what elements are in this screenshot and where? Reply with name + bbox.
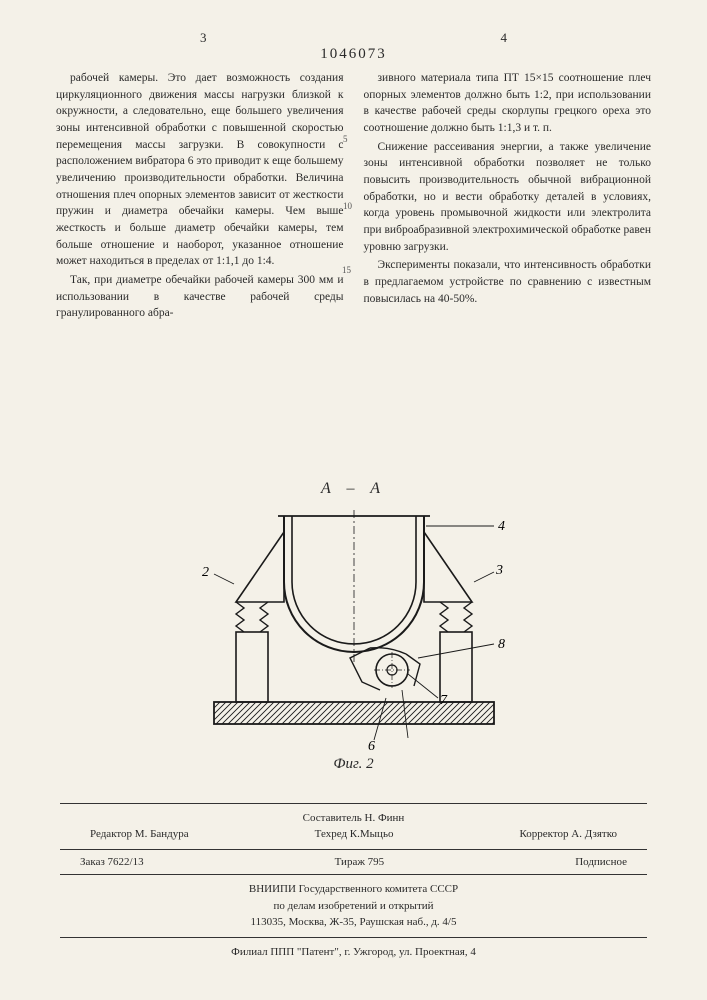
figure-area: A – A <box>0 480 707 800</box>
figure-label-8: 8 <box>498 637 505 652</box>
section-label: A – A <box>0 480 707 498</box>
footer-org2: по делам изобретений и открытий <box>60 898 647 915</box>
footer-org1: ВНИИПИ Государственного комитета СССР <box>60 881 647 898</box>
footer-addr1: 113035, Москва, Ж-35, Раушская наб., д. … <box>60 914 647 931</box>
footer-techred: Техред К.Мыцьо <box>315 826 394 843</box>
right-column: зивного материала типа ПТ 15×15 соотноше… <box>364 70 652 324</box>
footer: Составитель Н. Финн Редактор М. Бандура … <box>60 803 647 961</box>
footer-tirazh: Тираж 795 <box>335 854 385 871</box>
figure-label-6: 6 <box>368 739 375 752</box>
footer-editor: Редактор М. Бандура <box>90 826 189 843</box>
line-mark-5: 5 <box>343 134 348 144</box>
text-columns: рабочей камеры. Это дает возможность соз… <box>56 70 651 324</box>
document-number: 1046073 <box>320 46 387 63</box>
footer-compiler: Составитель Н. Финн <box>60 810 647 827</box>
right-paragraph-2: Снижение рассеивания энергии, а также ув… <box>364 139 652 256</box>
figure-label-2: 2 <box>202 565 209 580</box>
right-paragraph-1: зивного материала типа ПТ 15×15 соотноше… <box>364 70 652 137</box>
line-mark-15: 15 <box>342 265 351 275</box>
left-column: рабочей камеры. Это дает возможность соз… <box>56 70 344 324</box>
page-number-right: 4 <box>501 30 508 46</box>
footer-filial: Филиал ППП "Патент", г. Ужгород, ул. Про… <box>60 938 647 961</box>
footer-order: Заказ 7622/13 <box>80 854 144 871</box>
footer-corrector: Корректор А. Дзятко <box>519 826 617 843</box>
page-number-left: 3 <box>200 30 207 46</box>
figure-caption: Фиг. 2 <box>0 756 707 773</box>
left-paragraph-1: рабочей камеры. Это дает возможность соз… <box>56 70 344 270</box>
line-mark-10: 10 <box>343 201 352 211</box>
right-paragraph-3: Эксперименты показали, что интенсивность… <box>364 257 652 307</box>
footer-podpisnoe: Подписное <box>575 854 627 871</box>
figure-label-4: 4 <box>498 519 505 534</box>
figure-label-3: 3 <box>495 563 503 578</box>
figure-diagram: 2 3 4 6 7 8 <box>174 502 534 752</box>
left-paragraph-2: Так, при диаметре обечайки рабочей камер… <box>56 272 344 322</box>
figure-label-7: 7 <box>440 693 448 708</box>
